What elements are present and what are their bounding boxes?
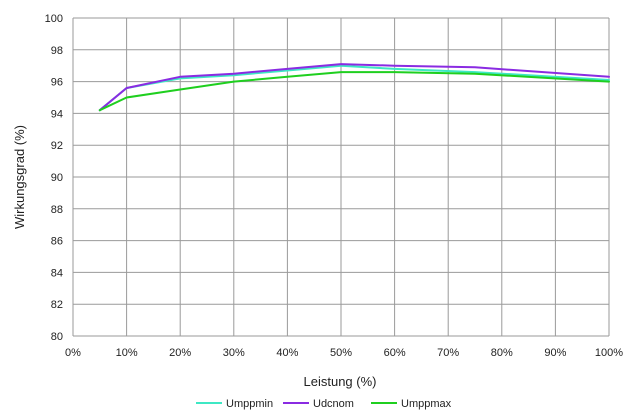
- y-axis-tick-labels: 80 82 84 86 88 90 92 94 96 98 100: [45, 13, 63, 343]
- x-tick-label: 30%: [223, 347, 245, 359]
- x-tick-label: 80%: [491, 347, 513, 359]
- x-tick-label: 60%: [384, 347, 406, 359]
- legend-item: Umppmin: [196, 398, 273, 410]
- x-tick-label: 40%: [276, 347, 298, 359]
- y-tick-label: 92: [51, 140, 63, 152]
- legend-label: Udcnom: [313, 398, 354, 410]
- series-lines: [100, 64, 609, 110]
- x-tick-label: 70%: [437, 347, 459, 359]
- y-tick-label: 94: [51, 108, 63, 120]
- y-tick-label: 86: [51, 236, 63, 248]
- legend-label: Umppmax: [401, 398, 452, 410]
- x-tick-label: 50%: [330, 347, 352, 359]
- y-tick-label: 88: [51, 204, 63, 216]
- x-tick-label: 10%: [116, 347, 138, 359]
- legend-label: Umppmin: [226, 398, 273, 410]
- y-tick-label: 98: [51, 45, 63, 57]
- legend: Umppmin Udcnom Umppmax: [196, 398, 452, 410]
- x-tick-label: 100%: [595, 347, 623, 359]
- y-tick-label: 82: [51, 299, 63, 311]
- x-axis-label: Leistung (%): [304, 374, 377, 389]
- y-tick-label: 80: [51, 331, 63, 343]
- y-axis-label: Wirkungsgrad (%): [12, 125, 27, 229]
- y-tick-label: 90: [51, 172, 63, 184]
- series-line-udcnom: [100, 64, 609, 110]
- x-tick-label: 90%: [544, 347, 566, 359]
- y-tick-label: 84: [51, 267, 63, 279]
- y-tick-label: 96: [51, 77, 63, 89]
- legend-item: Umppmax: [371, 398, 452, 410]
- x-tick-label: 20%: [169, 347, 191, 359]
- legend-item: Udcnom: [283, 398, 354, 410]
- x-tick-label: 0%: [65, 347, 81, 359]
- x-axis-tick-labels: 0% 10% 20% 30% 40% 50% 60% 70% 80% 90% 100%: [65, 347, 623, 359]
- y-tick-label: 100: [45, 13, 63, 25]
